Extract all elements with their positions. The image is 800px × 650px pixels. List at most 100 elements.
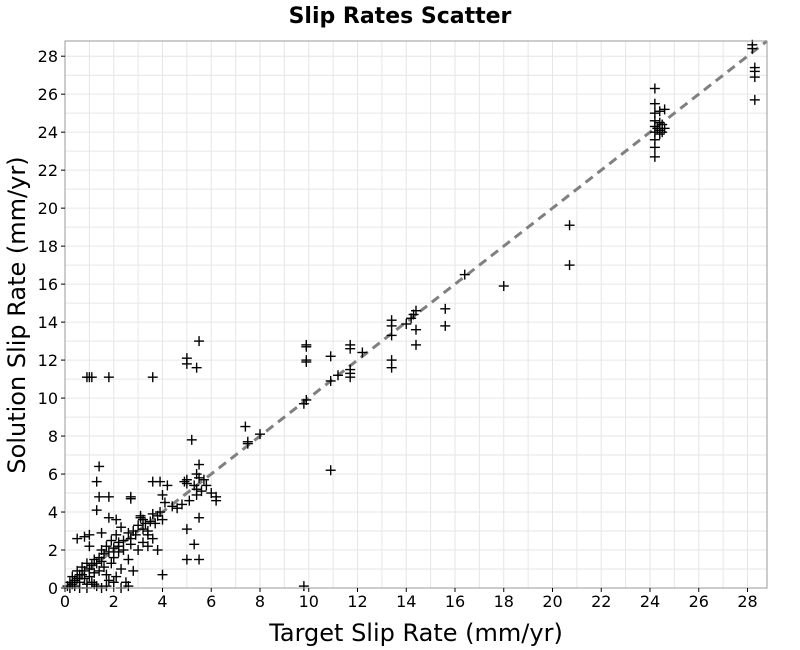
x-tick-label: 24 [640,592,660,611]
scatter-point [96,527,107,538]
x-tick-label: 16 [445,592,465,611]
scatter-point [411,305,421,316]
scatter-point [157,569,168,580]
scatter-point [123,581,134,592]
scatter-point [108,552,119,563]
scatter-point [91,558,102,569]
y-tick-label: 26 [38,85,58,104]
scatter-point [89,567,100,578]
scatter-point [125,493,136,504]
scatter-point [147,508,158,519]
scatter-point [81,558,92,569]
scatter-point [116,522,127,533]
x-axis-label: Target Slip Rate (mm/yr) [268,619,563,647]
scatter-point [659,123,670,134]
scatter-point [162,480,173,491]
chart-title: Slip Rates Scatter [289,4,512,29]
y-axis-label: Solution Slip Rate (mm/yr) [3,156,31,473]
y-tick-label: 2 [48,541,58,560]
scatter-point [159,497,170,508]
x-tick-label: 0 [60,592,70,611]
scatter-point [91,476,102,487]
y-tick-label: 10 [38,389,58,408]
y-tick-label: 8 [48,427,58,446]
x-tick-label: 14 [396,592,416,611]
scatter-point [181,358,192,369]
scatter-point [191,362,202,373]
scatter-point [99,548,109,559]
scatter-point [106,535,117,546]
grid-lines [64,41,767,589]
scatter-point [123,554,134,565]
scatter-point [345,343,356,354]
scatter-point [155,507,166,518]
y-tick-label: 0 [48,579,58,598]
scatter-point [91,581,102,592]
scatter-point [101,581,112,592]
scatter-point [118,535,129,546]
scatter-point [179,476,190,487]
x-tick-label: 10 [299,592,319,611]
scatter-point [325,375,336,386]
x-tick-label: 8 [255,592,265,611]
scatter-point [440,320,451,331]
scatter-point [157,514,168,525]
scatter-point [386,320,397,331]
scatter-point [440,303,451,314]
scatter-point [69,581,80,592]
scatter-point [181,478,192,489]
scatter-point [116,564,127,575]
scatter-point [125,539,136,550]
scatter-point [301,394,312,405]
scatter-point [101,541,112,552]
y-tick-label: 22 [38,161,58,180]
scatter-point [240,421,251,432]
x-tick-label: 12 [347,592,367,611]
scatter-point [386,362,397,373]
x-tick-label: 4 [157,592,167,611]
scatter-point [152,545,163,556]
scatter-point [157,489,168,500]
scatter-point [130,529,141,540]
scatter-point [649,151,660,162]
scatter-point [84,541,95,552]
scatter-point [103,372,114,383]
scatter-points [62,39,760,593]
scatter-point [747,43,758,54]
scatter-point [84,529,95,540]
scatter-point [749,94,760,105]
y-tick-label: 12 [38,351,58,370]
scatter-point [128,565,139,576]
scatter-point [167,501,178,512]
scatter-point [138,524,148,535]
x-tick-label: 20 [542,592,562,611]
y-tick-label: 18 [38,237,58,256]
scatter-point [91,505,102,516]
scatter-point [198,474,209,485]
scatter-point [155,476,166,487]
scatter-point [194,554,205,565]
y-tick-label: 24 [38,123,58,142]
scatter-point [86,372,97,383]
scatter-point [99,562,109,573]
y-tick-label: 28 [38,47,58,66]
scatter-point [150,518,161,529]
scatter-point [106,558,117,569]
scatter-point [123,527,134,538]
scatter-point [333,370,343,381]
scatter-point [94,461,105,472]
scatter-point [564,260,575,271]
scatter-point [72,533,83,544]
plot-area-frame [64,40,768,589]
scatter-point [103,575,114,586]
scatter-point [654,129,665,140]
x-tick-label: 18 [494,592,514,611]
scatter-point [194,459,205,470]
scatter-point [111,529,122,540]
scatter-point [325,351,336,362]
scatter-point [357,347,368,358]
scatter-point [459,269,470,280]
scatter-point [113,541,124,552]
scatter-point [111,514,122,525]
